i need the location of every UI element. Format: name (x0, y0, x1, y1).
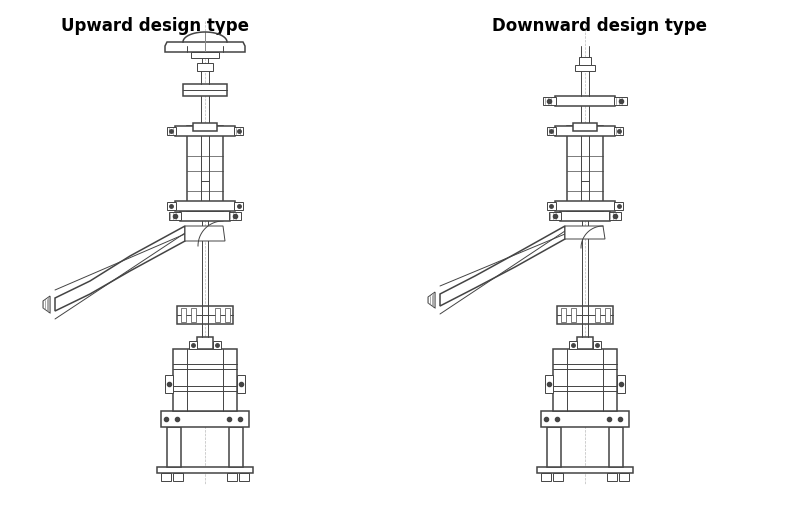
Bar (561, 308, 566, 322)
Bar (547, 127, 556, 135)
Bar (614, 97, 627, 105)
Polygon shape (428, 292, 435, 308)
Polygon shape (565, 226, 605, 239)
Bar (573, 123, 597, 131)
Bar (609, 212, 621, 220)
Bar (549, 212, 561, 220)
Bar (614, 127, 623, 135)
Bar (197, 63, 213, 71)
Bar (167, 202, 176, 210)
Bar (227, 473, 237, 481)
Bar (189, 341, 197, 349)
Bar (571, 308, 576, 322)
Bar (595, 308, 600, 322)
Bar (543, 97, 556, 105)
Bar (173, 349, 237, 411)
Bar (229, 212, 241, 220)
Bar (234, 127, 243, 135)
Bar (537, 467, 633, 473)
Bar (173, 473, 183, 481)
Bar (197, 337, 213, 349)
Bar (541, 473, 551, 481)
Bar (555, 96, 615, 106)
Bar (169, 212, 181, 220)
Polygon shape (440, 226, 565, 306)
Polygon shape (43, 296, 50, 313)
Bar (175, 201, 235, 211)
Bar (577, 337, 593, 349)
Bar (614, 202, 623, 210)
Bar (237, 375, 245, 393)
Text: Upward design type: Upward design type (61, 17, 249, 35)
Bar (191, 308, 196, 322)
Bar (553, 349, 617, 411)
Bar (541, 411, 629, 427)
Bar (560, 211, 610, 221)
Bar (567, 126, 603, 211)
Bar (605, 308, 610, 322)
Bar (187, 126, 223, 211)
Bar (553, 473, 563, 481)
Bar (547, 202, 556, 210)
Bar (557, 306, 613, 324)
Bar (545, 375, 553, 393)
Bar (157, 467, 253, 473)
Polygon shape (185, 226, 225, 241)
Bar (165, 375, 173, 393)
Bar (183, 84, 227, 96)
Bar (215, 308, 220, 322)
Bar (181, 308, 186, 322)
Bar (177, 306, 233, 324)
Bar (175, 126, 235, 136)
Bar (225, 308, 230, 322)
Bar (161, 473, 171, 481)
Bar (555, 126, 615, 136)
Bar (547, 427, 561, 467)
Bar (229, 427, 243, 467)
Bar (234, 202, 243, 210)
Bar (167, 427, 181, 467)
Bar (619, 473, 629, 481)
Bar (167, 127, 176, 135)
Bar (569, 341, 577, 349)
Bar (579, 57, 591, 65)
Bar (609, 427, 623, 467)
Bar (555, 201, 615, 211)
Bar (191, 52, 219, 58)
Polygon shape (55, 226, 185, 311)
Bar (575, 65, 595, 71)
Polygon shape (165, 42, 245, 52)
Text: Downward design type: Downward design type (493, 17, 707, 35)
Bar (180, 211, 230, 221)
Bar (607, 473, 617, 481)
Bar (161, 411, 249, 427)
Bar (593, 341, 601, 349)
Bar (213, 341, 221, 349)
Bar (239, 473, 249, 481)
Bar (617, 375, 625, 393)
Bar (193, 123, 217, 131)
